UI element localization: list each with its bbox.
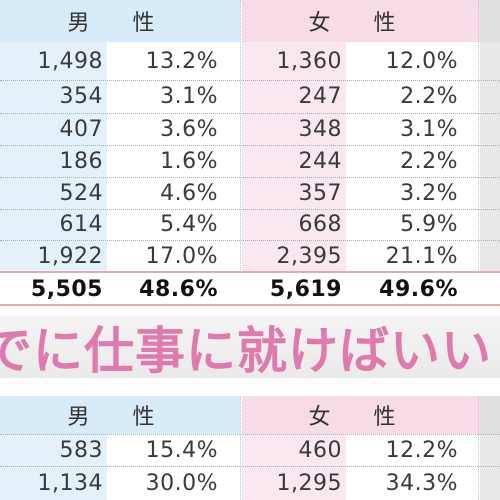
female-count: 1,295 [242,466,346,500]
row-filler [480,177,500,209]
row-divider [0,145,500,146]
female-percent: 3.2% [400,180,458,206]
total-row: 5,505 48.6% 5,619 49.6% [0,274,500,304]
column-divider [240,0,241,272]
table-row: 1,498 13.2% 1,360 12.0% [0,42,500,80]
female-count: 348 [242,113,346,145]
male-count: 1,922 [0,240,107,272]
table-row: 1,922 17.0% 2,395 21.1% [0,240,500,272]
row-divider [0,466,500,467]
table-header: 男 性 女 性 [0,0,500,42]
female-percent: 34.3% [385,470,458,496]
row-filler [480,113,500,145]
header-filler [480,0,500,42]
male-percent: 15.4% [145,437,218,463]
column-divider [478,0,479,272]
row-filler [480,209,500,240]
female-percent: 2.2% [400,148,458,174]
male-percent: 4.6% [160,180,218,206]
male-count: 524 [0,177,107,209]
female-percent: 12.0% [385,48,458,74]
total-divider-bottom [0,304,500,306]
row-divider [0,113,500,114]
male-percent: 13.2% [145,48,218,74]
female-header: 女 性 [242,0,480,42]
female-total-percent: 49.6% [379,276,458,302]
table-row: 614 5.4% 668 5.9% [0,209,500,240]
header-filler [480,396,500,434]
row-filler [480,466,500,500]
male-total-percent: 48.6% [139,276,218,302]
row-divider [0,240,500,241]
table-row: 583 15.4% 460 12.2% [0,434,500,466]
female-count: 244 [242,145,346,177]
row-divider [0,434,500,435]
male-count: 407 [0,113,107,145]
female-count: 668 [242,209,346,240]
male-header: 男 性 [0,396,240,434]
female-percent: 3.1% [400,116,458,142]
male-count: 186 [0,145,107,177]
table-header: 男 性 女 性 [0,396,500,434]
row-filler [480,274,500,304]
table-row: 524 4.6% 357 3.2% [0,177,500,209]
table-2: 男 性 女 性 583 15.4% 460 12.2% 1,134 30.0% … [0,396,500,500]
table-1: 男 性 女 性 1,498 13.2% 1,360 12.0% 354 3.1%… [0,0,500,306]
female-count: 1,360 [242,42,346,80]
female-count: 247 [242,80,346,113]
male-percent: 30.0% [145,470,218,496]
row-filler [480,145,500,177]
table-row: 407 3.6% 348 3.1% [0,113,500,145]
row-filler [480,240,500,272]
female-total-count: 5,619 [242,274,346,304]
male-count: 1,134 [0,466,107,500]
male-count: 583 [0,434,107,466]
row-filler [480,42,500,80]
male-total-count: 5,505 [0,274,107,304]
table-row: 1,134 30.0% 1,295 34.3% [0,466,500,500]
male-percent: 5.4% [160,212,218,237]
male-percent: 1.6% [160,148,218,174]
row-divider [0,177,500,178]
total-divider-top [0,271,500,273]
male-percent: 3.1% [160,84,218,109]
female-count: 2,395 [242,240,346,272]
row-filler [480,434,500,466]
male-percent: 17.0% [145,243,218,269]
female-header: 女 性 [242,396,480,434]
female-percent: 12.2% [385,437,458,463]
female-percent: 21.1% [385,243,458,269]
female-percent: 2.2% [400,84,458,109]
female-percent: 5.9% [400,212,458,237]
female-count: 460 [242,434,346,466]
male-header: 男 性 [0,0,240,42]
headline-text: でに仕事に就けばいい [0,322,492,378]
table-row: 186 1.6% 244 2.2% [0,145,500,177]
row-filler [480,80,500,113]
male-percent: 3.6% [160,116,218,142]
female-count: 357 [242,177,346,209]
row-divider [0,80,500,81]
male-count: 614 [0,209,107,240]
row-divider [0,209,500,210]
male-count: 1,498 [0,42,107,80]
male-count: 354 [0,80,107,113]
table-row: 354 3.1% 247 2.2% [0,80,500,113]
column-divider [240,396,241,500]
column-divider [478,396,479,500]
headline-banner: でに仕事に就けばいい [0,316,500,378]
